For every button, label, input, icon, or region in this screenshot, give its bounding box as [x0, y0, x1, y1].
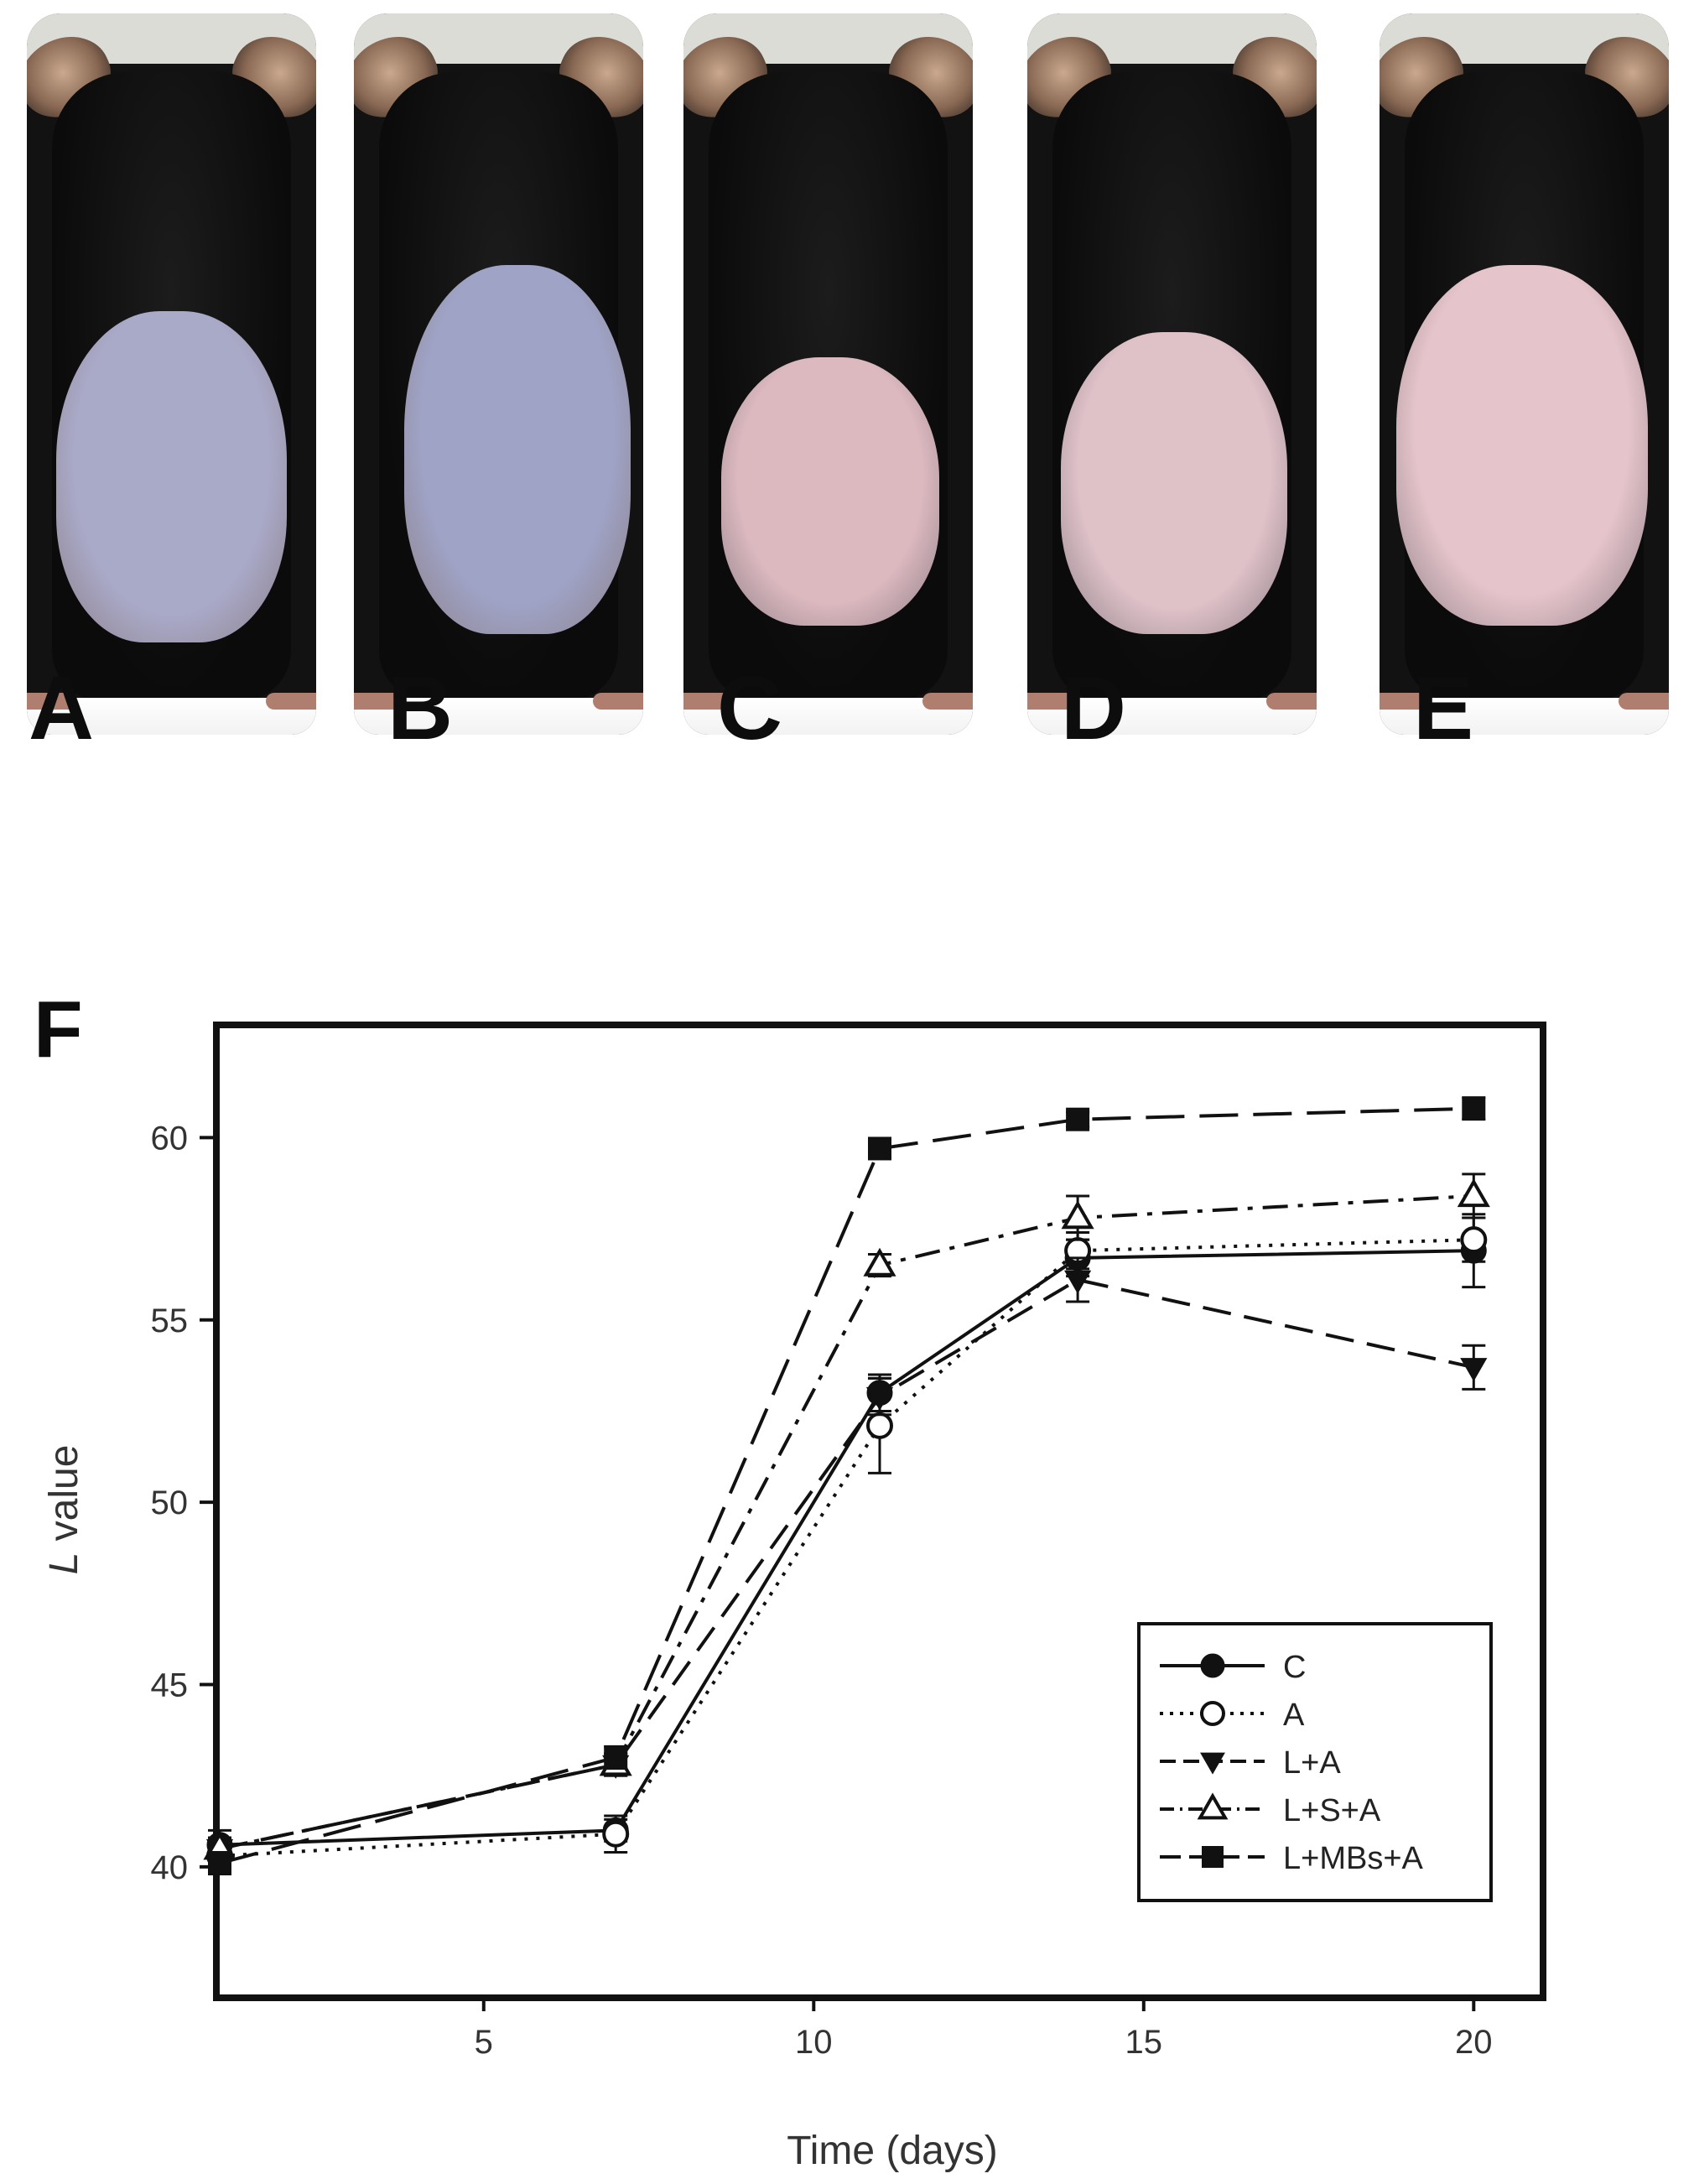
- mouse-photo-d: [1027, 13, 1317, 735]
- x-tick-label: 15: [1125, 2024, 1163, 2061]
- panel-label-b: B: [387, 657, 453, 758]
- hind-foot-left: [1380, 693, 1430, 710]
- shaved-skin-area: [1061, 332, 1287, 634]
- hind-foot-right: [1266, 693, 1317, 710]
- data-point: [1460, 1358, 1488, 1382]
- legend-marker: [1200, 1752, 1225, 1775]
- x-tick-label: 20: [1455, 2024, 1493, 2061]
- panel-label-a: A: [29, 657, 94, 758]
- panel-label-d: D: [1061, 657, 1126, 758]
- panel-label-e: E: [1413, 657, 1474, 758]
- axis-ticks: 5 10 15 20 40 45 50 55 60: [151, 1120, 1493, 2061]
- legend-item: L+S+A: [1160, 1792, 1381, 1828]
- data-point: [1064, 1270, 1092, 1294]
- legend-label: L+MBs+A: [1283, 1841, 1424, 1876]
- legend-label: A: [1283, 1698, 1305, 1733]
- legend-item: L+MBs+A: [1160, 1841, 1424, 1876]
- legend-marker: [1200, 1701, 1225, 1726]
- data-point: [1462, 1096, 1486, 1121]
- legend-item: A: [1160, 1698, 1305, 1733]
- legend-item: C: [1160, 1650, 1306, 1685]
- mouse-photo-c: [683, 13, 973, 735]
- hind-foot-left: [27, 693, 77, 710]
- legend-label: L+S+A: [1283, 1793, 1381, 1828]
- legend-marker: [1200, 1653, 1225, 1678]
- y-tick-label: 40: [151, 1849, 189, 1886]
- x-tick-label: 10: [795, 2024, 833, 2061]
- hind-foot-right: [922, 693, 973, 710]
- x-axis-title: Time (days): [787, 2129, 998, 2173]
- hind-foot-right: [1619, 693, 1669, 710]
- x-tick-label: 5: [475, 2024, 493, 2061]
- data-point: [1457, 1178, 1490, 1208]
- y-axis-title-italic: L: [42, 1552, 86, 1575]
- mouse-photo-b: [354, 13, 643, 735]
- plot-frame: [213, 1022, 1546, 2001]
- hind-foot-left: [354, 693, 404, 710]
- hind-foot-right: [266, 693, 316, 710]
- data-point: [865, 1386, 894, 1411]
- panel-label-c: C: [717, 657, 782, 758]
- data-point: [1066, 1107, 1090, 1131]
- panel-label-f: F: [34, 985, 83, 1074]
- data-point: [1460, 1226, 1488, 1254]
- legend: CA L+A L+S+A L+MBs+A: [1137, 1622, 1493, 1902]
- legend-label: L+A: [1283, 1745, 1341, 1781]
- mouse-photo-e: [1380, 13, 1669, 735]
- shaved-skin-area: [1396, 265, 1648, 626]
- legend-marker: [1197, 1792, 1229, 1820]
- y-tick-label: 45: [151, 1667, 189, 1703]
- data-point: [208, 1851, 231, 1875]
- hind-foot-right: [593, 693, 643, 710]
- shaved-skin-area: [721, 357, 939, 626]
- series-l-mbs-a: [208, 1096, 1486, 1876]
- data-point: [1061, 1200, 1094, 1230]
- legend-item: L+A: [1160, 1745, 1341, 1781]
- y-tick-label: 50: [151, 1485, 189, 1521]
- series-layer: [203, 1096, 1490, 1876]
- legend-label: C: [1283, 1650, 1306, 1685]
- y-axis-title-rest: value: [42, 1445, 86, 1552]
- data-point: [863, 1247, 896, 1277]
- legend-marker: [1202, 1846, 1224, 1868]
- mouse-photo-a: [27, 13, 316, 735]
- y-axis-title: L value: [42, 1445, 86, 1575]
- y-tick-label: 55: [151, 1303, 189, 1339]
- data-point: [602, 1820, 630, 1848]
- hind-foot-left: [1027, 693, 1078, 710]
- data-point: [868, 1136, 891, 1161]
- data-point: [604, 1745, 628, 1770]
- hind-foot-left: [683, 693, 734, 710]
- y-tick-label: 60: [151, 1120, 189, 1157]
- shaved-skin-area: [404, 265, 631, 634]
- shaved-skin-area: [56, 311, 287, 642]
- data-point: [866, 1412, 893, 1439]
